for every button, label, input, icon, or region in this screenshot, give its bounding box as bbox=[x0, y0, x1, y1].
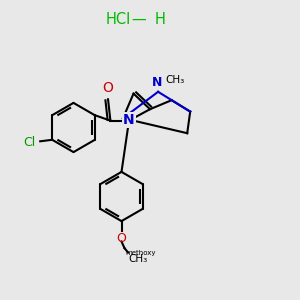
Text: N: N bbox=[123, 113, 135, 127]
Text: N: N bbox=[152, 76, 162, 89]
Text: HCl: HCl bbox=[105, 12, 130, 27]
Text: CH₃: CH₃ bbox=[129, 254, 148, 263]
Text: methoxy: methoxy bbox=[126, 250, 156, 256]
Text: Cl: Cl bbox=[23, 136, 36, 149]
Text: —: — bbox=[131, 12, 146, 27]
Text: H: H bbox=[154, 12, 165, 27]
Text: O: O bbox=[103, 81, 113, 95]
Text: CH₃: CH₃ bbox=[166, 75, 185, 85]
Text: O: O bbox=[117, 232, 126, 245]
